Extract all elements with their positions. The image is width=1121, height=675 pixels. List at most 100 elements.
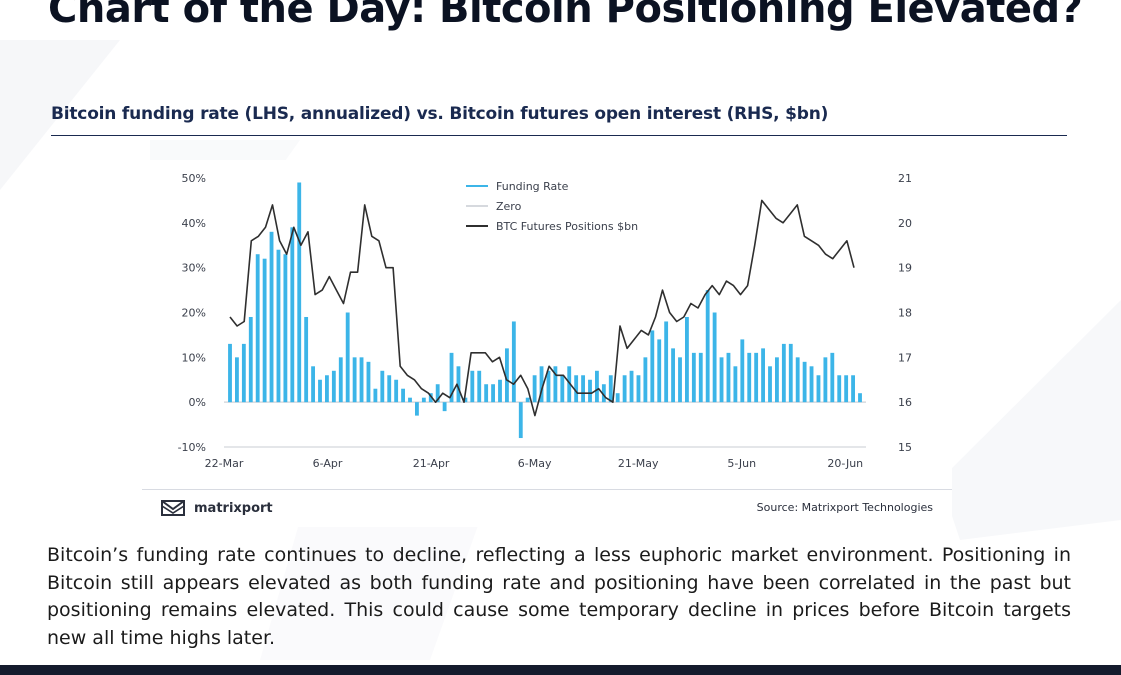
funding-rate-bar <box>373 388 378 403</box>
funding-rate-bar <box>546 370 551 403</box>
funding-rate-bar <box>733 366 738 403</box>
funding-rate-bar <box>283 254 288 403</box>
funding-rate-bar <box>331 370 336 403</box>
funding-rate-bar <box>671 348 675 403</box>
funding-rate-bar <box>505 348 509 403</box>
funding-rate-bar <box>345 312 350 403</box>
x-axis-tick-label: 22-Mar <box>205 457 244 470</box>
funding-rate-bar <box>636 375 641 403</box>
funding-rate-bar <box>588 379 592 403</box>
funding-rate-bar <box>802 361 807 403</box>
source-note: Source: Matrixport Technologies <box>756 501 933 514</box>
funding-rate-bar <box>276 249 281 403</box>
funding-rate-bar <box>228 343 232 403</box>
brand: matrixport <box>160 498 273 518</box>
funding-rate-bar <box>698 352 703 403</box>
funding-rate-bar <box>629 370 634 403</box>
funding-rate-bar <box>262 258 267 403</box>
left-axis: -10% 0% 10% 20% 30% 40% 50% <box>178 172 206 454</box>
funding-rate-bar <box>678 357 682 403</box>
funding-rate-bar <box>608 375 613 403</box>
funding-rate-bar <box>823 357 828 403</box>
funding-rate-bar <box>297 182 302 403</box>
funding-rate-bar <box>511 321 516 403</box>
left-axis-tick-label: 0% <box>189 396 206 409</box>
legend-label-zero: Zero <box>496 200 522 213</box>
positions-line-layer <box>229 199 855 417</box>
right-axis-tick-label: 20 <box>898 217 912 230</box>
funding-rate-bar <box>380 370 385 403</box>
funding-rate-bar <box>338 357 343 403</box>
funding-rate-bar <box>456 366 461 403</box>
funding-rate-bar <box>435 384 440 403</box>
funding-rate-bar <box>712 312 717 403</box>
funding-rate-bar <box>567 366 572 403</box>
right-axis-tick-label: 17 <box>898 351 912 364</box>
funding-rate-bar <box>394 379 399 403</box>
funding-rate-bar <box>581 375 585 403</box>
funding-rate-bar <box>726 352 731 403</box>
x-axis-tick-label: 21-Apr <box>413 457 450 470</box>
funding-rate-bar <box>622 375 627 403</box>
subtitle-divider <box>51 135 1067 136</box>
funding-rate-bars <box>228 182 862 439</box>
x-axis-tick-label: 21-May <box>618 457 659 470</box>
brand-name: matrixport <box>194 500 273 516</box>
legend-label-funding-rate: Funding Rate <box>496 180 569 193</box>
left-axis-tick-label: -10% <box>178 441 206 454</box>
chart-subtitle: Bitcoin funding rate (LHS, annualized) v… <box>51 104 829 124</box>
funding-rate-bar <box>844 375 849 403</box>
right-axis-tick-label: 19 <box>898 262 912 275</box>
funding-rate-bar <box>532 375 537 403</box>
funding-rate-bar <box>747 352 752 403</box>
funding-rate-bar <box>719 357 724 403</box>
funding-rate-bar <box>705 290 710 403</box>
funding-rate-bar <box>560 375 565 403</box>
x-axis-tick-label: 5-Jun <box>727 457 756 470</box>
funding-rate-bar <box>269 231 274 403</box>
funding-rate-bar <box>470 370 475 403</box>
funding-rate-bar <box>574 375 579 403</box>
btc-futures-positions-line <box>229 199 855 417</box>
funding-rate-bar <box>851 375 855 403</box>
funding-rate-bar <box>491 384 495 403</box>
funding-rate-bar <box>809 366 814 403</box>
footer-bar <box>0 665 1121 675</box>
funding-rate-bar <box>318 379 322 403</box>
x-axis-tick-label: 20-Jun <box>827 457 863 470</box>
body-paragraph: Bitcoin’s funding rate continues to decl… <box>47 544 1071 649</box>
funding-rate-bar <box>498 379 502 403</box>
funding-rate-bar <box>691 352 696 403</box>
funding-rate-bar <box>788 343 793 403</box>
funding-rate-bar <box>837 375 842 403</box>
right-axis: 15 16 17 18 19 20 21 <box>898 172 912 454</box>
funding-rate-bar <box>304 316 309 403</box>
left-axis-tick-label: 50% <box>182 172 206 185</box>
page-title: Chart of the Day: Bitcoin Positioning El… <box>48 0 1083 32</box>
funding-rate-bar <box>248 316 253 403</box>
funding-rate-bar <box>775 357 779 403</box>
funding-rate-bar <box>650 330 655 403</box>
funding-rate-bar <box>463 397 468 403</box>
funding-rate-bar <box>449 352 454 403</box>
funding-rate-bar <box>428 393 433 403</box>
funding-rate-bar <box>359 357 364 403</box>
legend-label-btc-positions: BTC Futures Positions $bn <box>496 220 638 233</box>
x-axis-tick-label: 6-Apr <box>313 457 343 470</box>
funding-rate-bar <box>685 316 689 403</box>
funding-rate-bar <box>795 357 800 403</box>
funding-rate-bar <box>740 339 745 403</box>
funding-rate-bar <box>352 357 357 403</box>
right-axis-tick-label: 18 <box>898 307 912 320</box>
left-axis-tick-label: 40% <box>182 217 206 230</box>
funding-rate-bar <box>401 388 405 403</box>
funding-rate-bar <box>553 366 558 403</box>
left-axis-tick-label: 30% <box>182 262 206 275</box>
x-axis: 22-Mar 6-Apr 21-Apr 6-May 21-May 5-Jun 20-Jun <box>205 457 864 470</box>
funding-rate-bar <box>601 384 606 403</box>
chart: -10% 0% 10% 20% 30% 40% 50% 15 16 17 18 19 20 21 22-… <box>178 172 912 470</box>
legend: Funding Rate Zero BTC Futures Positions … <box>466 180 638 233</box>
funding-rate-bar <box>525 397 530 403</box>
x-axis-tick-label: 6-May <box>518 457 552 470</box>
funding-rate-bar <box>615 393 620 403</box>
